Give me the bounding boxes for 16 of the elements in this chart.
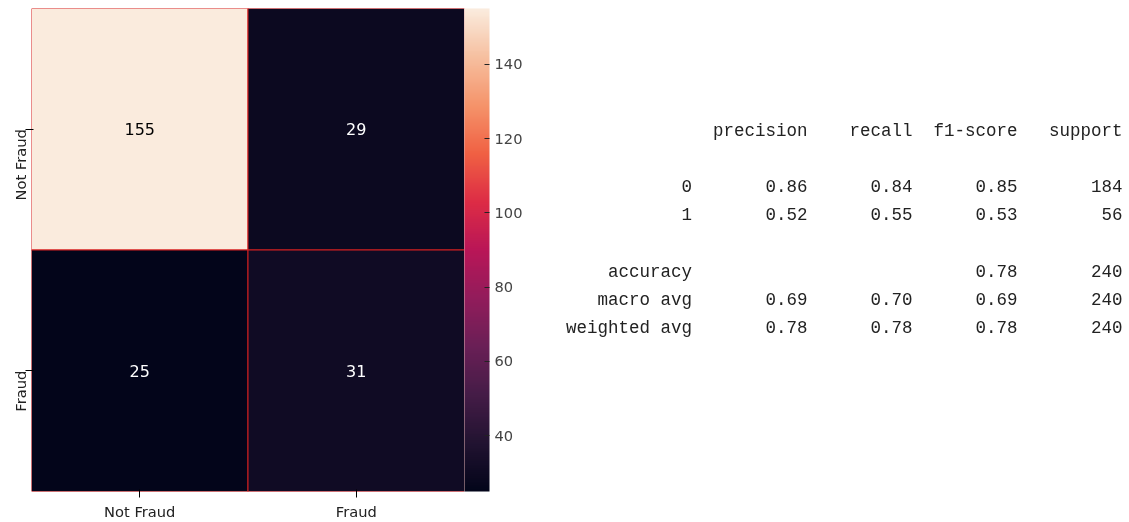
- color-bar-label: 40: [494, 426, 514, 444]
- data-label: 25: [129, 361, 150, 381]
- data-label: 29: [346, 120, 367, 140]
- text: precision recall f1-score support: [565, 120, 1123, 141]
- color-bar-label: 60: [494, 352, 514, 370]
- text: accuracy 0.78 240: [565, 261, 1123, 282]
- data-label: 31: [346, 361, 367, 381]
- data-label: 155: [124, 120, 156, 140]
- text: 1 0.52 0.55 0.53 56: [565, 205, 1123, 226]
- text: weighted avg 0.78 0.78 0.78 240: [565, 318, 1123, 339]
- text: 0 0.86 0.84 0.85 184: [565, 177, 1123, 198]
- color-bar-label: 140: [494, 55, 523, 73]
- color-bar-label: 100: [494, 203, 523, 221]
- color-bar-label: 120: [494, 129, 523, 147]
- color-bar-label: 80: [494, 278, 514, 296]
- text: macro avg 0.69 0.70 0.69 240: [565, 289, 1123, 310]
